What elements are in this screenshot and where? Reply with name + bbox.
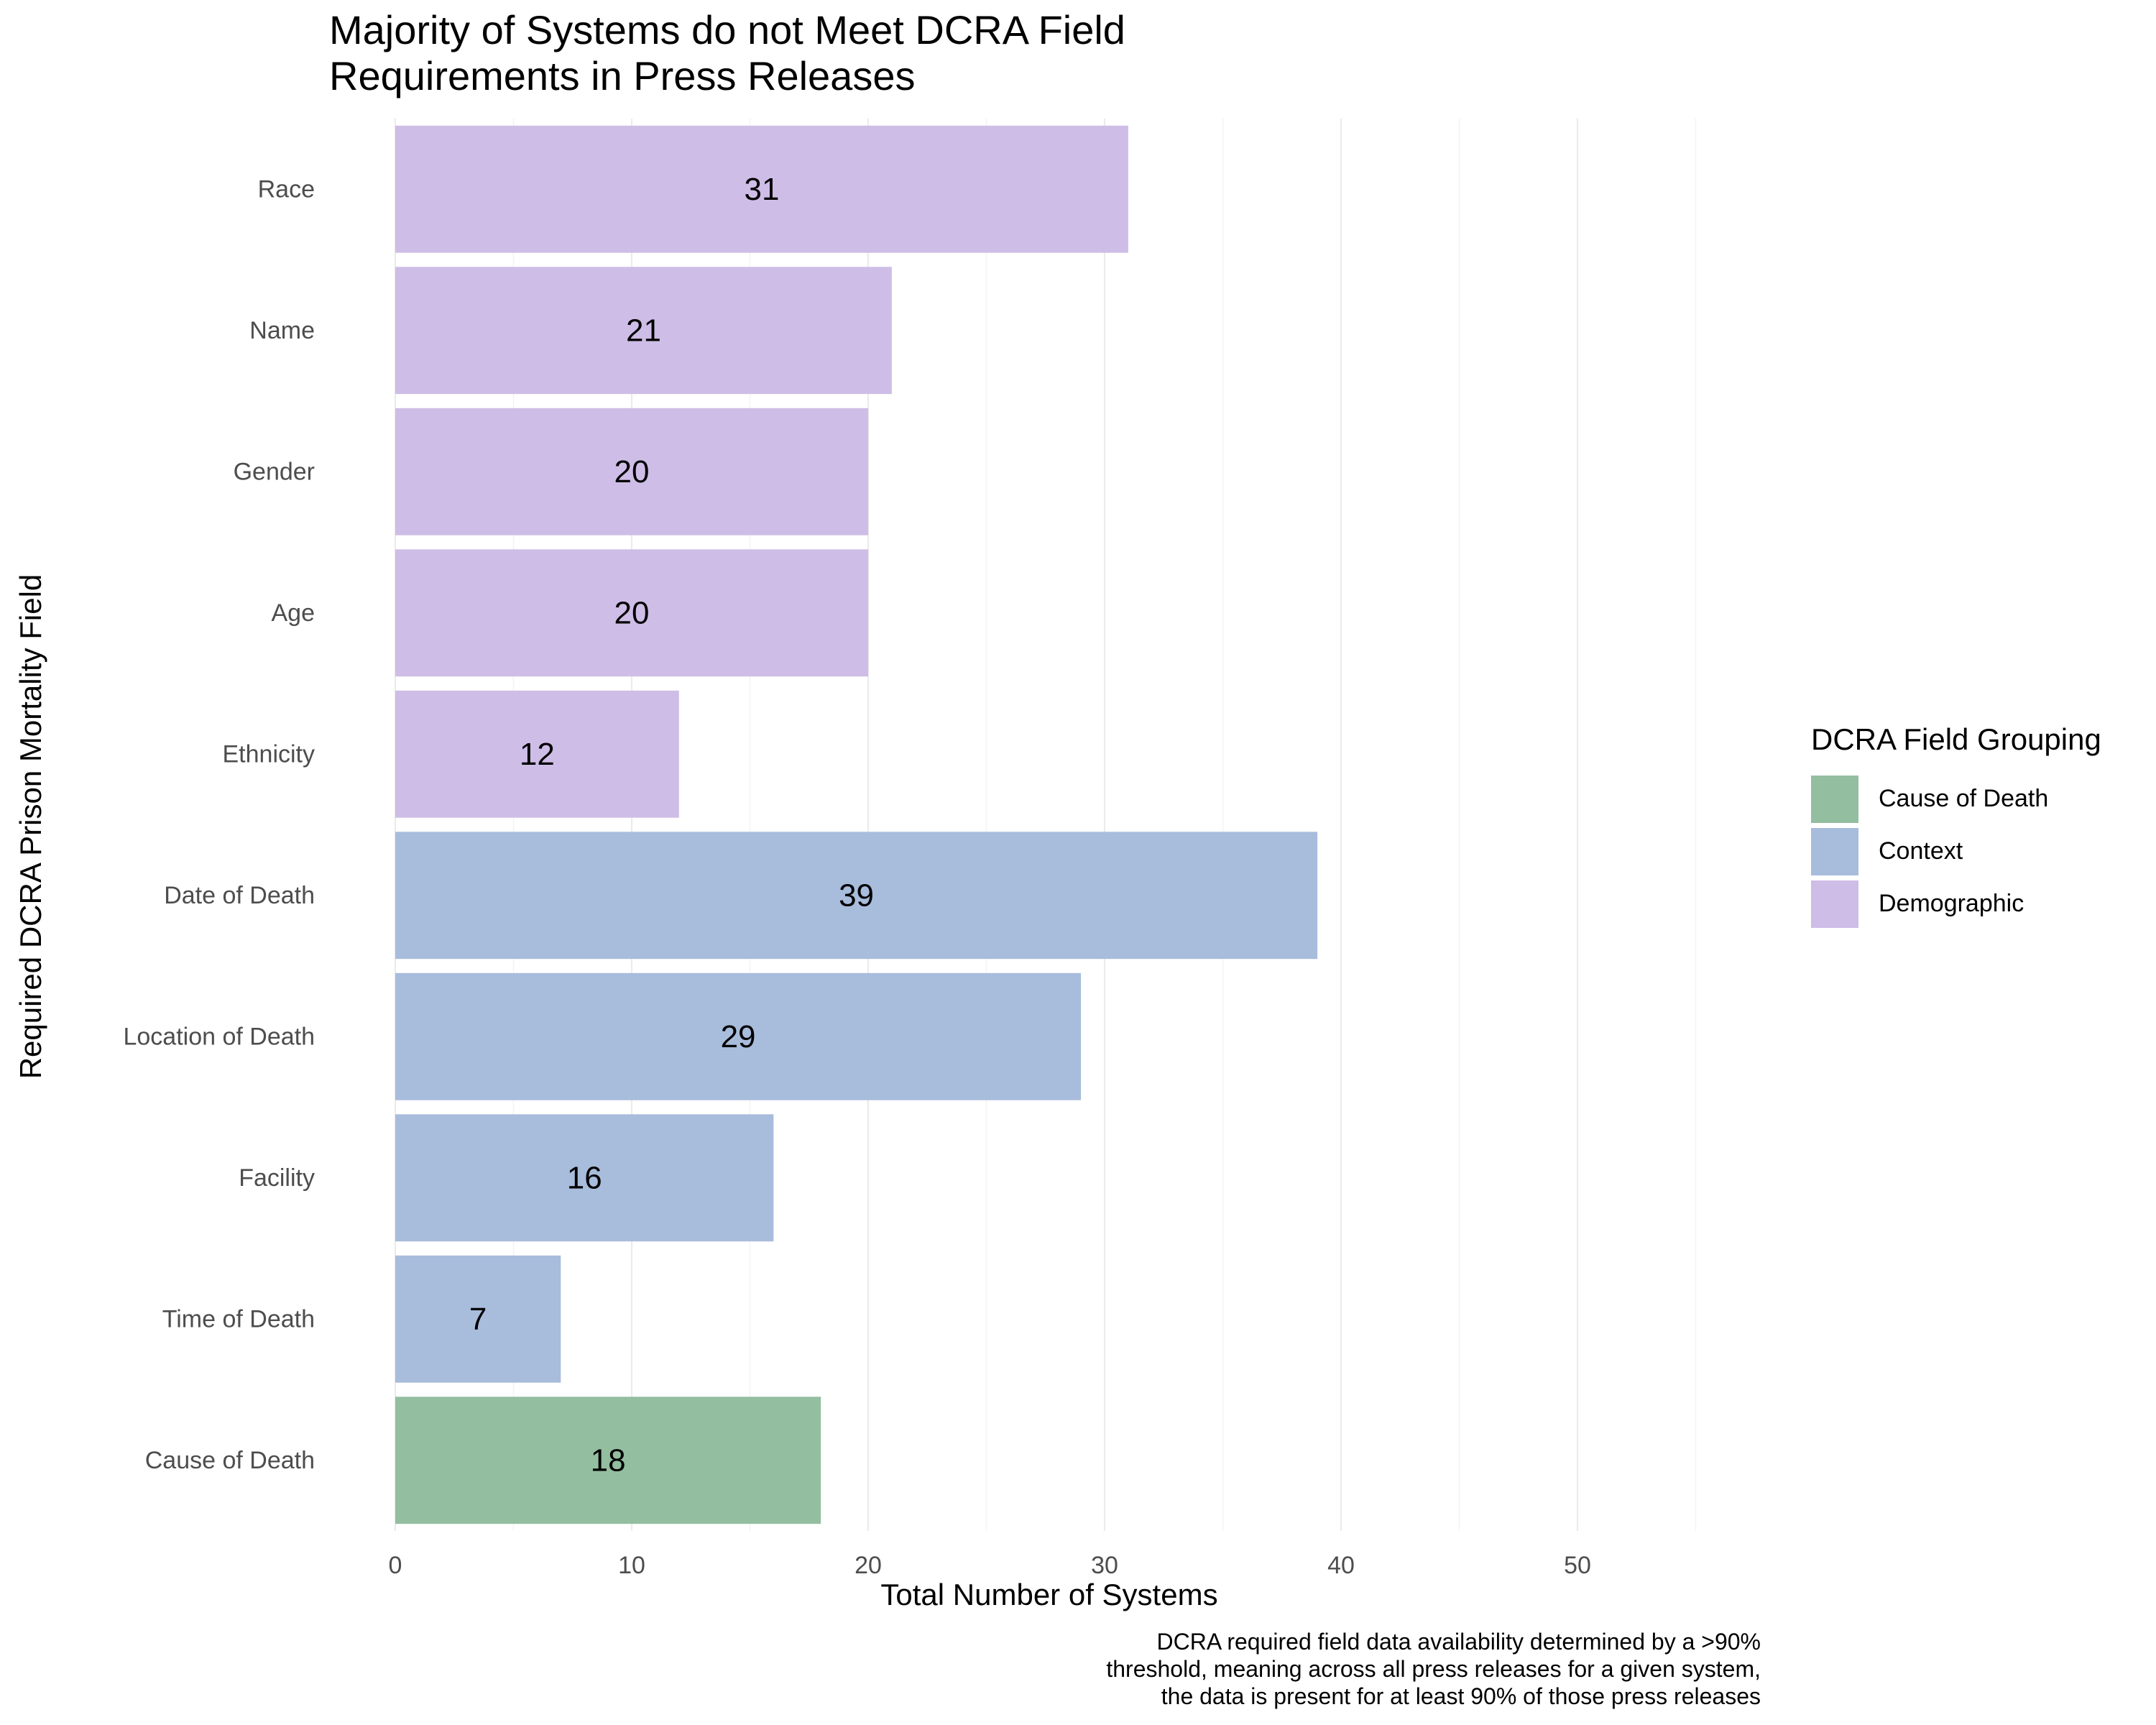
data-label-location-of-death: 29 bbox=[721, 1019, 756, 1054]
y-tick-label-ethnicity: Ethnicity bbox=[223, 740, 315, 768]
x-tick-label-0: 0 bbox=[389, 1552, 402, 1579]
legend-label-context: Context bbox=[1879, 837, 1963, 865]
data-label-ethnicity: 12 bbox=[520, 737, 555, 772]
x-tick-label-10: 10 bbox=[618, 1552, 645, 1579]
y-tick-label-name: Name bbox=[249, 317, 315, 344]
data-label-gender: 20 bbox=[614, 454, 650, 489]
legend-label-cause-of-death: Cause of Death bbox=[1879, 785, 2049, 812]
y-tick-label-facility: Facility bbox=[239, 1164, 315, 1192]
data-label-race: 31 bbox=[744, 172, 779, 207]
x-tick-label-50: 50 bbox=[1564, 1552, 1591, 1579]
bar-age bbox=[395, 549, 868, 677]
bar-location-of-death bbox=[395, 972, 1082, 1100]
data-label-name: 21 bbox=[626, 313, 661, 348]
bar-time-of-death bbox=[395, 1255, 561, 1383]
data-label-date-of-death: 39 bbox=[839, 878, 874, 913]
data-label-time-of-death: 7 bbox=[469, 1302, 487, 1337]
x-axis-label: Total Number of Systems bbox=[880, 1578, 1218, 1611]
y-tick-label-age: Age bbox=[272, 599, 315, 627]
legend-item-context: Context bbox=[1811, 825, 2101, 878]
chart-title: Majority of Systems do not Meet DCRA Fie… bbox=[329, 7, 1125, 99]
legend-title: DCRA Field Grouping bbox=[1811, 722, 2101, 756]
data-label-age: 20 bbox=[614, 595, 650, 630]
legend-label-demographic: Demographic bbox=[1879, 890, 2024, 917]
legend-key-context bbox=[1811, 827, 1858, 875]
bar-race bbox=[395, 125, 1128, 253]
caption-line-2: threshold, meaning across all press rele… bbox=[1106, 1656, 1761, 1682]
chart-title-line-2: Requirements in Press Releases bbox=[329, 53, 916, 98]
y-axis-label-wrap: Required DCRA Prison Mortality Field bbox=[6, 574, 56, 1080]
bar-ethnicity bbox=[395, 690, 679, 818]
y-axis-label: Required DCRA Prison Mortality Field bbox=[14, 574, 47, 1080]
legend-item-cause-of-death: Cause of Death bbox=[1811, 773, 2101, 825]
x-tick-label-30: 30 bbox=[1091, 1552, 1118, 1579]
y-tick-label-cause-of-death: Cause of Death bbox=[145, 1447, 315, 1474]
y-tick-label-race: Race bbox=[258, 175, 315, 203]
legend-key-demographic bbox=[1811, 880, 1858, 928]
caption-line-3: the data is present for at least 90% of … bbox=[1161, 1683, 1761, 1709]
chart-title-line-1: Majority of Systems do not Meet DCRA Fie… bbox=[329, 7, 1125, 52]
data-label-cause-of-death: 18 bbox=[591, 1443, 626, 1478]
y-tick-label-time-of-death: Time of Death bbox=[162, 1305, 315, 1333]
x-tick-label-20: 20 bbox=[854, 1552, 882, 1579]
legend-item-demographic: Demographic bbox=[1811, 878, 2101, 930]
bar-name bbox=[395, 267, 892, 395]
data-label-facility: 16 bbox=[567, 1160, 602, 1195]
y-tick-label-date-of-death: Date of Death bbox=[164, 882, 315, 909]
bar-facility bbox=[395, 1114, 774, 1242]
y-tick-label-location-of-death: Location of Death bbox=[123, 1023, 315, 1050]
y-tick-label-gender: Gender bbox=[234, 458, 315, 485]
bar-cause-of-death bbox=[395, 1397, 821, 1524]
bar-gender bbox=[395, 408, 868, 535]
caption-line-1: DCRA required field data availability de… bbox=[1156, 1629, 1761, 1655]
x-tick-label-40: 40 bbox=[1327, 1552, 1355, 1579]
legend-key-cause-of-death bbox=[1811, 775, 1858, 823]
bar-date-of-death bbox=[395, 832, 1318, 960]
legend: DCRA Field Grouping Cause of Death Conte… bbox=[1811, 722, 2101, 930]
chart-caption: DCRA required field data availability de… bbox=[1106, 1628, 1761, 1710]
